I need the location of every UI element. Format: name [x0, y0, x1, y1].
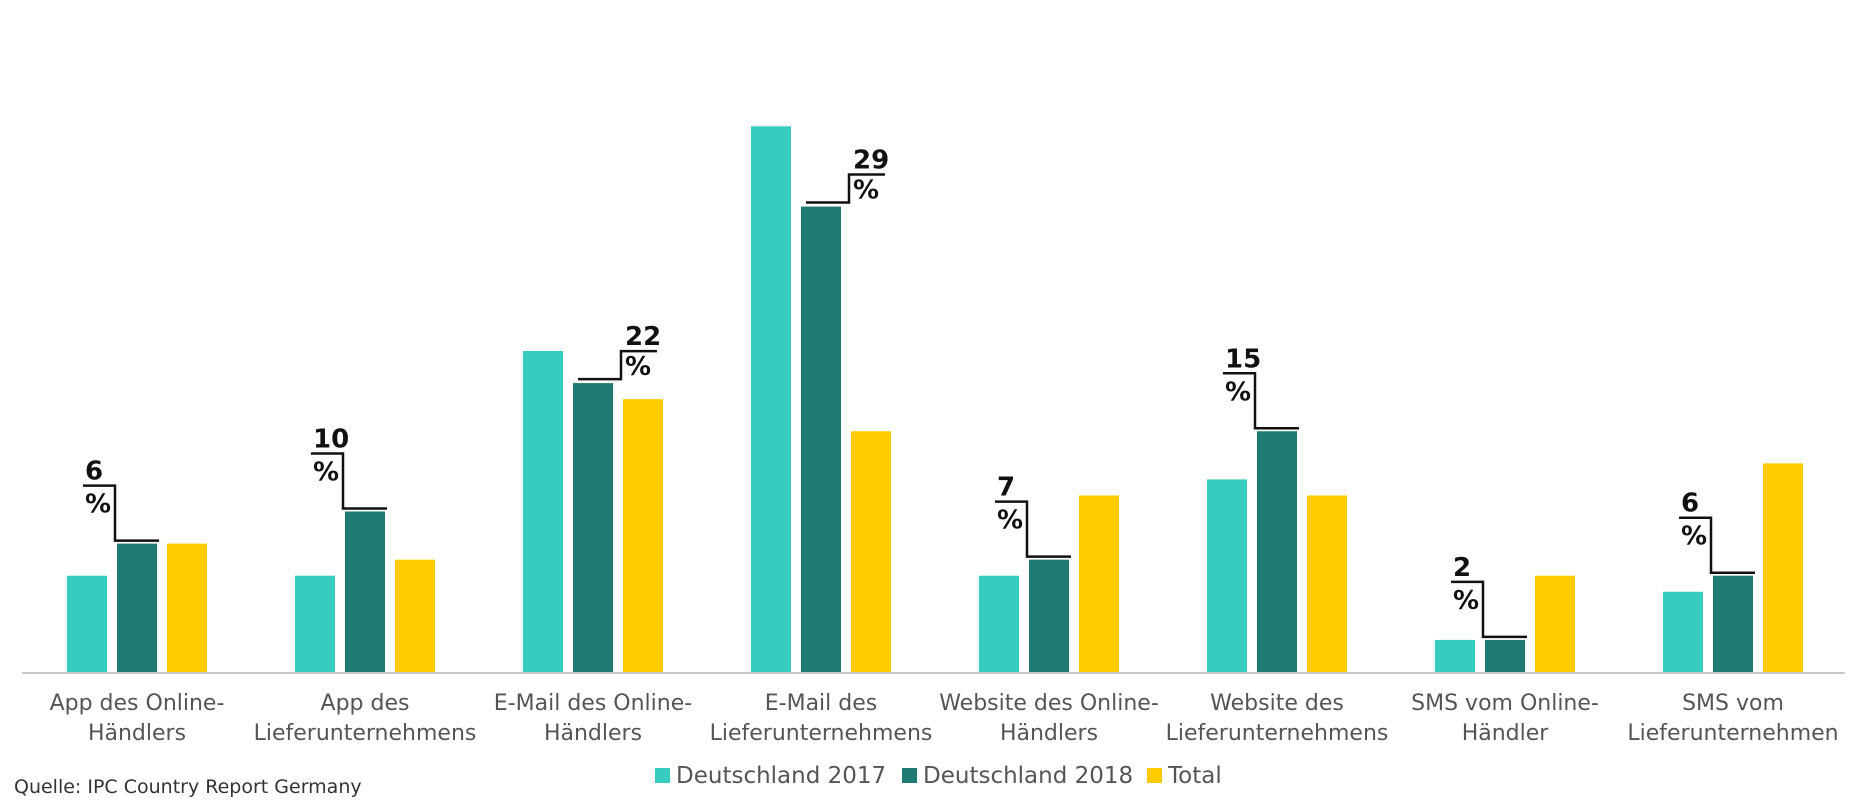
- bar: [1663, 591, 1703, 672]
- data-label-unit: %: [625, 352, 651, 382]
- data-label: 6%: [83, 457, 159, 542]
- legend-swatch: [1147, 768, 1162, 783]
- data-label: 10%: [311, 425, 387, 510]
- data-label-unit: %: [1225, 377, 1251, 407]
- x-tick-label: Lieferunternehmen: [1627, 721, 1838, 746]
- x-tick-label: Lieferunternehmens: [254, 721, 477, 746]
- data-label-value: 2: [1453, 553, 1471, 583]
- x-tick-label: Händlers: [1000, 721, 1098, 746]
- legend-item: Deutschland 2017: [655, 763, 886, 789]
- data-label-unit: %: [1453, 586, 1479, 616]
- data-label-value: 10: [313, 425, 349, 455]
- x-tick-labels-group: App des Online- Händlers App des Lieferunte…: [50, 691, 1839, 746]
- legend-item: Total: [1147, 763, 1222, 789]
- bar: [295, 575, 335, 672]
- legend-label: Deutschland 2018: [923, 763, 1133, 789]
- data-labels-group: 6%10%22%29%7%15%2%6%: [83, 146, 1755, 639]
- data-label-leader: [995, 500, 1071, 558]
- source-note: Quelle: IPC Country Report Germany: [14, 776, 362, 798]
- x-tick-label: App des: [321, 691, 410, 716]
- bar: [523, 351, 563, 672]
- data-label-value: 29: [853, 146, 889, 176]
- bar: [1435, 639, 1475, 672]
- x-tick-label: E-Mail des Online-: [494, 691, 692, 716]
- legend-label: Total: [1167, 763, 1222, 789]
- bar: [851, 431, 891, 672]
- legend: Deutschland 2017 Deutschland 2018 Total: [655, 763, 1222, 789]
- data-label: 2%: [1451, 553, 1527, 639]
- bar: [167, 543, 207, 672]
- bar: [395, 559, 435, 672]
- data-label: 6%: [1679, 489, 1755, 574]
- x-tick-label: Lieferunternehmens: [1166, 721, 1389, 746]
- bars-group: [67, 126, 1803, 673]
- data-label-leader: [1451, 580, 1527, 639]
- data-label-leader: [1223, 372, 1299, 430]
- bar: [1535, 575, 1575, 672]
- x-tick-label: Website des Online-: [939, 691, 1159, 716]
- x-tick-label: Website des: [1210, 691, 1344, 716]
- data-label: 15%: [1223, 344, 1299, 430]
- bar: [117, 543, 157, 672]
- data-label-leader: [578, 349, 657, 381]
- bar: [573, 383, 613, 672]
- data-label-unit: %: [997, 506, 1023, 536]
- data-label: 7%: [995, 473, 1071, 558]
- data-label-value: 7: [997, 473, 1015, 503]
- data-label-value: 22: [625, 322, 661, 352]
- bar: [751, 126, 791, 673]
- data-label-value: 6: [1681, 489, 1699, 519]
- bar: [345, 511, 385, 672]
- x-tick-label: SMS vom: [1682, 691, 1784, 716]
- bar: [1257, 431, 1297, 672]
- x-tick-label: SMS vom Online-: [1411, 691, 1599, 716]
- data-label-leader: [83, 484, 159, 542]
- data-label-value: 15: [1225, 344, 1261, 374]
- data-label: 29%: [806, 146, 889, 206]
- data-label-unit: %: [313, 458, 339, 488]
- bar: [979, 575, 1019, 672]
- legend-swatch: [902, 768, 917, 783]
- bar: [1307, 495, 1347, 672]
- legend-swatch: [655, 768, 670, 783]
- x-tick-label: Händler: [1462, 721, 1550, 746]
- bar: [1079, 495, 1119, 672]
- data-label-leader: [806, 173, 885, 204]
- bar: [623, 399, 663, 672]
- legend-item: Deutschland 2018: [902, 763, 1133, 789]
- data-label-leader: [311, 452, 387, 510]
- x-tick-label: Händlers: [544, 721, 642, 746]
- bar: [1207, 479, 1247, 672]
- bar: [1713, 575, 1753, 672]
- data-label-unit: %: [853, 176, 879, 206]
- bar: [801, 206, 841, 673]
- legend-label: Deutschland 2017: [676, 763, 886, 789]
- x-tick-label: App des Online-: [50, 691, 225, 716]
- x-tick-label: Händlers: [88, 721, 186, 746]
- bar: [67, 575, 107, 672]
- data-label-unit: %: [1681, 522, 1707, 552]
- data-label-leader: [1679, 516, 1755, 574]
- bar: [1763, 463, 1803, 672]
- bar: [1485, 639, 1525, 672]
- x-tick-label: E-Mail des: [765, 691, 877, 716]
- data-label-value: 6: [85, 457, 103, 487]
- x-tick-label: Lieferunternehmens: [710, 721, 933, 746]
- data-label-unit: %: [85, 490, 111, 520]
- bar: [1029, 559, 1069, 672]
- data-label: 22%: [578, 322, 661, 382]
